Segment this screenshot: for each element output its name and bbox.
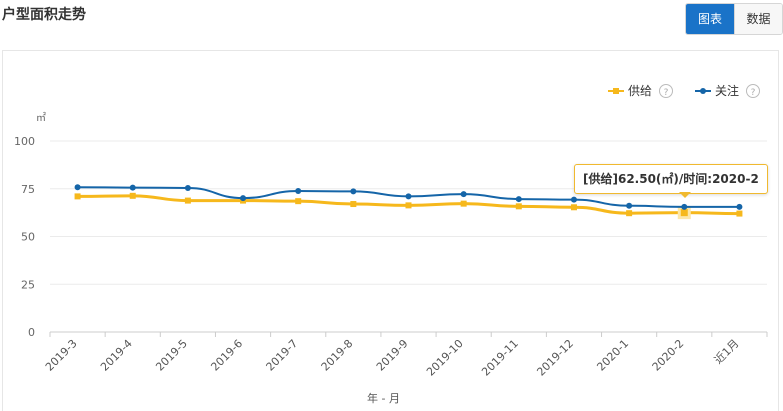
- x-tick-label: 2019-8: [319, 337, 356, 374]
- supply-point: [460, 200, 467, 207]
- x-tick-label: 近1月: [712, 337, 742, 367]
- attention-point: [74, 184, 81, 191]
- x-tick-label: 2019-3: [43, 337, 80, 374]
- attention-point: [350, 188, 357, 195]
- attention-point: [626, 202, 633, 209]
- page-title: 户型面积走势: [2, 7, 86, 23]
- legend-label-1[interactable]: 关注: [715, 83, 739, 98]
- y-tick-label: 100: [14, 135, 35, 148]
- legend-marker: [700, 88, 706, 94]
- supply-point: [129, 192, 136, 199]
- x-axis-title: 年 - 月: [367, 391, 400, 405]
- help-icon[interactable]: [659, 84, 673, 98]
- x-tick-label: 2019-10: [424, 337, 466, 379]
- supply-point: [184, 197, 191, 204]
- y-axis-unit: ㎡: [36, 112, 46, 124]
- help-icon-glyph: ?: [751, 88, 756, 98]
- x-tick-label: 2019-6: [208, 337, 245, 374]
- supply-point: [736, 210, 743, 217]
- y-tick-label: 0: [28, 326, 35, 339]
- supply-point: [295, 198, 302, 205]
- x-tick-label: 2019-9: [374, 337, 411, 374]
- legend-label-0[interactable]: 供给: [628, 84, 652, 98]
- data-tooltip: [供给]62.50(㎡)/时间:2020-2: [574, 164, 768, 194]
- attention-point: [460, 191, 467, 198]
- attention-point: [129, 184, 136, 191]
- attention-point: [736, 203, 743, 210]
- chart-panel: [2, 50, 779, 411]
- attention-point: [570, 196, 577, 203]
- help-icon[interactable]: [746, 84, 760, 98]
- attention-point: [515, 196, 522, 203]
- attention-point: [405, 193, 412, 200]
- y-tick-label: 25: [21, 278, 35, 291]
- attention-point: [184, 184, 191, 191]
- x-tick-label: 2019-7: [264, 337, 301, 374]
- view-toggle: 图表 数据: [685, 3, 783, 35]
- supply-point: [405, 202, 412, 209]
- data-view-button[interactable]: 数据: [734, 4, 782, 34]
- legend-marker: [613, 88, 619, 94]
- x-tick-label: 2019-5: [153, 337, 190, 374]
- x-tick-label: 2020-2: [650, 337, 687, 374]
- attention-point: [681, 203, 688, 210]
- y-tick-label: 50: [21, 231, 35, 244]
- chart-view-button[interactable]: 图表: [686, 4, 734, 34]
- x-tick-label: 2020-1: [594, 337, 631, 374]
- attention-point: [240, 195, 247, 202]
- supply-point: [350, 201, 357, 208]
- supply-point: [74, 193, 81, 200]
- attention-point: [295, 188, 302, 195]
- help-icon-glyph: ?: [664, 88, 669, 98]
- x-tick-label: 2019-11: [479, 337, 521, 379]
- x-tick-label: 2019-4: [98, 337, 135, 374]
- x-tick-label: 2019-12: [534, 337, 576, 379]
- tooltip-arrow: [679, 192, 691, 198]
- y-tick-label: 75: [21, 183, 35, 196]
- supply-point: [626, 210, 633, 217]
- supply-point: [515, 203, 522, 210]
- supply-point: [570, 204, 577, 211]
